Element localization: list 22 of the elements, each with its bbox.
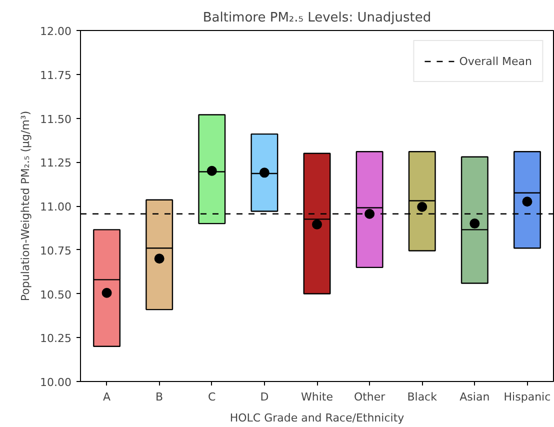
y-axis-title: Population-Weighted PM₂.₅ (µg/m³) xyxy=(19,110,32,302)
y-tick-label: 11.00 xyxy=(40,200,72,214)
y-tick-label: 10.25 xyxy=(40,332,72,346)
x-tick-label: Hispanic xyxy=(504,390,551,404)
x-tick-label: D xyxy=(260,390,269,404)
x-tick-label: Other xyxy=(354,390,386,404)
chart-title: Baltimore PM₂.₅ Levels: Unadjusted xyxy=(202,10,432,26)
y-tick-label: 10.00 xyxy=(40,376,72,389)
legend-label: Overall Mean xyxy=(459,54,532,68)
y-tick-label: 10.50 xyxy=(40,288,72,302)
x-tick-label: Black xyxy=(407,390,438,404)
y-tick-label: 10.75 xyxy=(40,244,72,258)
x-tick-label: C xyxy=(208,390,216,404)
y-tick-label: 11.25 xyxy=(40,156,72,170)
y-tick-label: 12.00 xyxy=(40,25,72,38)
x-tick-label: Asian xyxy=(460,390,490,404)
x-axis-title: HOLC Grade and Race/Ethnicity xyxy=(230,412,405,424)
y-tick-label: 11.75 xyxy=(40,68,72,82)
x-tick-label: A xyxy=(103,390,112,404)
y-tick-label: 11.50 xyxy=(40,112,72,126)
x-tick-label: White xyxy=(301,390,334,404)
x-tick-label: B xyxy=(156,390,164,404)
